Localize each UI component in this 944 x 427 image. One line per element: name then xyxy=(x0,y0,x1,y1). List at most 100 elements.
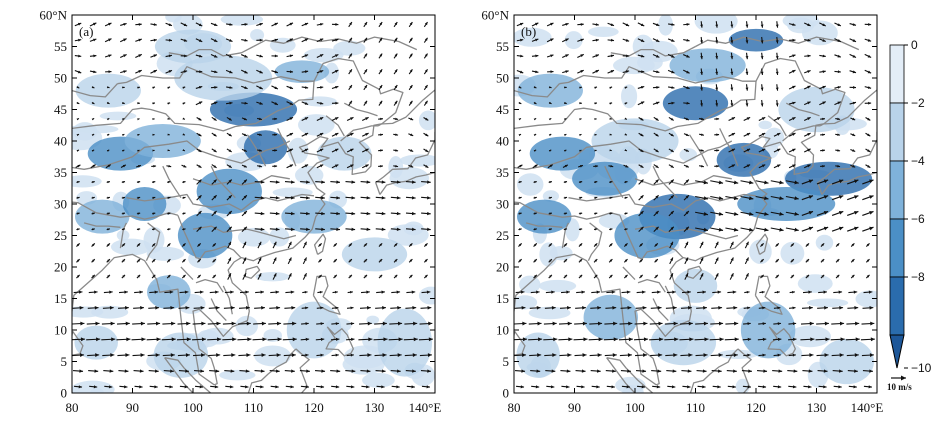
wind-vector xyxy=(683,101,690,105)
wind-vector xyxy=(832,369,843,373)
wind-vector xyxy=(594,149,597,152)
wind-vector xyxy=(284,211,295,216)
wind-vector xyxy=(346,385,355,389)
wind-vector xyxy=(559,353,572,358)
x-tick-label: 130 xyxy=(365,400,385,415)
wind-vector xyxy=(393,117,399,121)
wind-vector xyxy=(622,54,630,58)
wind-vector xyxy=(833,385,842,389)
wind-vector xyxy=(710,180,724,185)
wind-vector xyxy=(533,274,538,279)
wind-vector xyxy=(151,242,156,247)
wind-vector xyxy=(284,196,295,200)
wind-vector xyxy=(106,212,111,215)
wind-vector xyxy=(167,196,171,200)
wind-vector xyxy=(376,290,385,294)
wind-vector xyxy=(862,369,873,373)
wind-vector xyxy=(358,321,372,326)
wind-vector xyxy=(727,385,736,389)
wind-vector xyxy=(91,133,95,137)
wind-vector xyxy=(330,196,341,200)
wind-vector xyxy=(363,100,368,106)
wind-vector xyxy=(72,353,85,358)
x-tick-label: 110 xyxy=(686,400,705,415)
wind-vector xyxy=(405,180,416,184)
wind-vector xyxy=(348,242,353,247)
wind-vector xyxy=(287,257,292,265)
y-tick-label: 0 xyxy=(61,386,68,401)
wind-vector xyxy=(167,228,171,231)
wind-vector xyxy=(712,385,721,389)
wind-vector xyxy=(562,22,569,26)
wind-vector xyxy=(760,36,764,44)
wind-vector xyxy=(742,337,752,341)
wind-vector xyxy=(652,54,660,58)
wind-vector xyxy=(284,369,295,373)
wind-vector xyxy=(683,133,690,137)
wind-vector xyxy=(136,242,141,247)
wind-vector xyxy=(76,274,81,279)
wind-vector xyxy=(637,70,645,74)
wind-vector xyxy=(121,181,126,184)
wind-vector xyxy=(254,211,265,216)
wind-vector xyxy=(561,38,569,43)
wind-vector xyxy=(788,85,796,90)
wind-vector xyxy=(269,369,280,373)
wind-vector xyxy=(516,54,524,58)
wind-vector xyxy=(711,369,722,373)
wind-vector xyxy=(533,86,537,89)
wind-vector xyxy=(714,133,720,136)
wind-vector xyxy=(514,353,527,358)
shading-patch xyxy=(516,173,544,196)
wind-vector xyxy=(788,353,796,357)
wind-vector xyxy=(758,148,766,153)
wind-vector xyxy=(563,242,568,247)
wind-vector xyxy=(301,101,309,105)
wind-vector xyxy=(106,274,111,279)
wind-vector xyxy=(331,101,339,105)
wind-vector xyxy=(622,22,630,27)
wind-vector xyxy=(256,22,263,27)
shading-patch xyxy=(591,118,679,164)
coastline xyxy=(622,266,636,281)
wind-vector xyxy=(530,290,540,294)
wind-vector xyxy=(593,196,598,200)
wind-vector xyxy=(714,241,719,249)
wind-vector xyxy=(609,102,613,105)
wind-vector xyxy=(726,369,737,373)
wind-vector xyxy=(803,385,812,389)
wind-vector xyxy=(360,227,371,232)
wind-vector xyxy=(743,164,751,169)
wind-vector xyxy=(330,211,341,216)
wind-vector xyxy=(136,274,141,279)
wind-vector xyxy=(710,195,724,201)
wind-vector xyxy=(182,117,186,120)
shading-patch xyxy=(819,338,874,385)
wind-vector xyxy=(637,22,645,27)
wind-vector xyxy=(818,290,827,294)
shading-patch xyxy=(788,325,831,348)
wind-vector xyxy=(76,196,80,200)
wind-vector xyxy=(390,227,401,232)
coastline xyxy=(210,298,227,322)
wind-vector xyxy=(197,242,202,247)
wind-vector xyxy=(256,85,263,90)
wind-vector xyxy=(548,274,553,279)
wind-vector xyxy=(268,321,282,326)
wind-vector xyxy=(361,164,369,169)
wind-vector xyxy=(226,179,233,185)
wind-vector xyxy=(393,258,398,263)
wind-vector xyxy=(242,273,247,280)
wind-vector xyxy=(257,273,262,280)
wind-vector xyxy=(76,133,80,137)
wind-vector xyxy=(346,116,354,122)
wind-vector xyxy=(363,242,368,247)
wind-vector xyxy=(638,194,644,201)
wind-vector xyxy=(195,38,203,43)
wind-vector xyxy=(268,353,281,358)
wind-vector xyxy=(238,306,250,310)
wind-vector xyxy=(120,22,127,26)
wind-vector xyxy=(788,132,796,137)
wind-vector xyxy=(638,148,644,153)
wind-vector xyxy=(237,321,251,326)
